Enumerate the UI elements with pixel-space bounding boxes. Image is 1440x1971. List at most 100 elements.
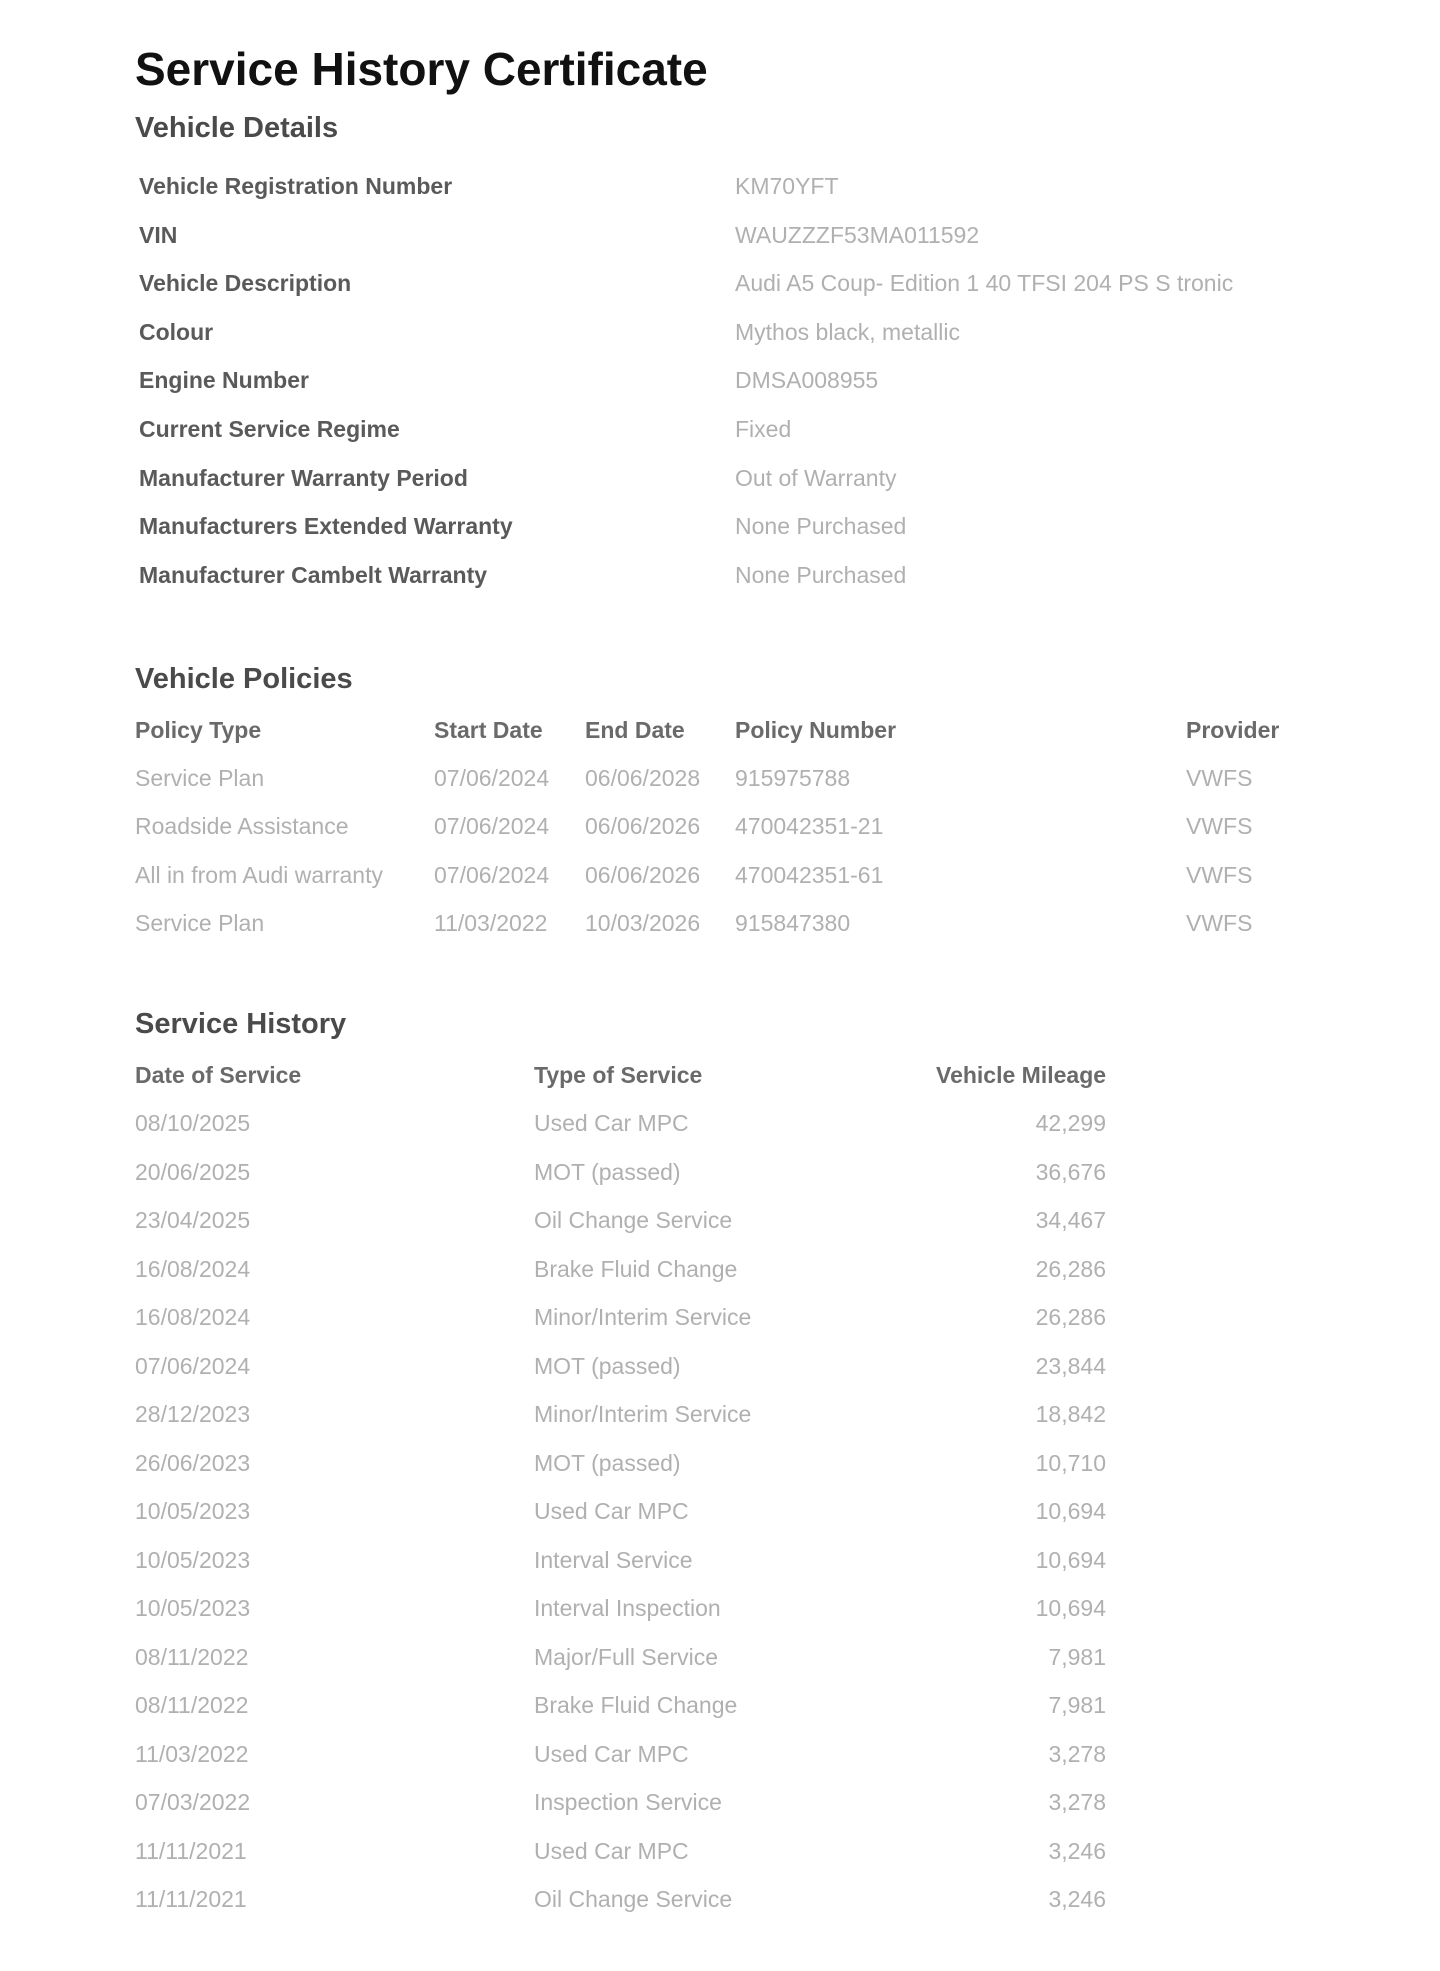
column-header-end-date: End Date: [585, 717, 685, 743]
service-mileage: 26,286: [1035, 1304, 1106, 1330]
service-mileage: 10,694: [1035, 1546, 1106, 1573]
column-header-date: Date of Service: [135, 1062, 302, 1088]
service-date: 26/06/2023: [135, 1449, 251, 1476]
service-type: Major/Full Service: [534, 1643, 719, 1670]
detail-value: WAUZZZF53MA011592: [735, 221, 980, 248]
detail-value: Mythos black, metallic: [735, 318, 960, 345]
service-type: Minor/Interim Service: [534, 1304, 752, 1330]
policy-policy-number: 915975788: [735, 765, 851, 791]
service-type: MOT (passed): [534, 1158, 681, 1185]
service-mileage: 26,286: [1035, 1255, 1106, 1282]
service-mileage: 10,710: [1035, 1449, 1106, 1476]
column-header-type: Type of Service: [534, 1062, 703, 1088]
service-mileage: 3,278: [1048, 1740, 1106, 1767]
service-mileage: 3,246: [1048, 1886, 1106, 1912]
service-date: 11/03/2022: [135, 1740, 249, 1767]
service-type: Oil Change Service: [534, 1207, 733, 1233]
policy-start-date: 11/03/2022: [434, 910, 548, 937]
service-type: Oil Change Service: [534, 1886, 733, 1912]
service-type: Inspection Service: [534, 1789, 722, 1815]
service-date: 11/11/2021: [135, 1886, 247, 1912]
policy-policy-number: 470042351-21: [735, 813, 884, 840]
detail-value: None Purchased: [735, 561, 907, 588]
policy-policy-type: Service Plan: [135, 910, 265, 937]
policy-end-date: 06/06/2028: [585, 765, 701, 791]
service-mileage: 42,299: [1035, 1110, 1106, 1136]
policy-policy-number: 470042351-61: [735, 861, 884, 888]
service-date: 20/06/2025: [135, 1158, 251, 1185]
service-type: Used Car MPC: [534, 1837, 689, 1864]
service-type: Minor/Interim Service: [534, 1401, 752, 1427]
page-title: Service History Certificate: [135, 43, 708, 95]
service-type: Brake Fluid Change: [534, 1255, 738, 1282]
service-type: MOT (passed): [534, 1352, 681, 1379]
service-type: Interval Inspection: [534, 1595, 721, 1621]
service-type: Used Car MPC: [534, 1110, 689, 1136]
service-type: Used Car MPC: [534, 1740, 689, 1767]
policy-policy-type: Service Plan: [135, 765, 265, 791]
service-date: 08/11/2022: [135, 1692, 249, 1718]
detail-value: DMSA008955: [735, 367, 879, 394]
policy-provider: VWFS: [1186, 813, 1253, 840]
detail-label: Manufacturers Extended Warranty: [139, 513, 513, 540]
service-date: 08/10/2025: [135, 1110, 251, 1136]
column-header-policy-type: Policy Type: [135, 717, 262, 743]
service-date: 10/05/2023: [135, 1595, 251, 1621]
detail-value: Fixed: [735, 416, 792, 442]
service-type: Brake Fluid Change: [534, 1692, 738, 1718]
vehicle-details-heading: Vehicle Details: [135, 112, 339, 144]
service-date: 10/05/2023: [135, 1498, 251, 1524]
service-history-heading: Service History: [135, 1008, 347, 1040]
column-header-start-date: Start Date: [434, 717, 543, 743]
service-mileage: 23,844: [1035, 1352, 1106, 1379]
service-date: 10/05/2023: [135, 1546, 251, 1573]
service-mileage: 7,981: [1048, 1692, 1106, 1718]
policy-end-date: 06/06/2026: [585, 861, 701, 888]
detail-label: Current Service Regime: [139, 416, 400, 442]
policy-end-date: 06/06/2026: [585, 813, 701, 840]
detail-label: Vehicle Description: [139, 270, 352, 297]
detail-label: Vehicle Registration Number: [139, 173, 453, 199]
detail-value: Out of Warranty: [735, 464, 897, 491]
service-date: 07/06/2024: [135, 1352, 251, 1379]
service-type: Used Car MPC: [534, 1498, 689, 1524]
service-date: 11/11/2021: [135, 1837, 247, 1864]
policy-end-date: 10/03/2026: [585, 910, 701, 937]
service-mileage: 7,981: [1048, 1643, 1106, 1670]
service-date: 16/08/2024: [135, 1255, 251, 1282]
service-type: MOT (passed): [534, 1449, 681, 1476]
detail-label: Manufacturer Cambelt Warranty: [139, 561, 488, 588]
service-date: 23/04/2025: [135, 1207, 251, 1233]
service-mileage: 34,467: [1035, 1207, 1106, 1233]
service-mileage: 3,246: [1048, 1837, 1106, 1864]
service-date: 16/08/2024: [135, 1304, 251, 1330]
service-mileage: 3,278: [1048, 1789, 1106, 1815]
detail-label: Engine Number: [139, 367, 309, 394]
service-date: 08/11/2022: [135, 1643, 249, 1670]
service-mileage: 10,694: [1035, 1595, 1106, 1621]
policy-start-date: 07/06/2024: [434, 861, 550, 888]
policy-start-date: 07/06/2024: [434, 765, 550, 791]
vehicle-policies-heading: Vehicle Policies: [135, 663, 353, 695]
column-header-policy-number: Policy Number: [735, 717, 897, 743]
detail-value: None Purchased: [735, 513, 907, 540]
service-mileage: 10,694: [1035, 1498, 1106, 1524]
detail-label: VIN: [139, 221, 178, 248]
policy-policy-number: 915847380: [735, 910, 851, 937]
service-mileage: 36,676: [1035, 1158, 1106, 1185]
policy-policy-type: All in from Audi warranty: [135, 861, 383, 888]
service-date: 07/03/2022: [135, 1789, 251, 1815]
policy-provider: VWFS: [1186, 910, 1253, 937]
column-header-mileage: Vehicle Mileage: [936, 1062, 1107, 1088]
detail-label: Manufacturer Warranty Period: [139, 464, 468, 491]
detail-value: Audi A5 Coup- Edition 1 40 TFSI 204 PS S…: [735, 270, 1234, 297]
service-date: 28/12/2023: [135, 1401, 251, 1427]
column-header-provider: Provider: [1186, 717, 1280, 743]
policy-start-date: 07/06/2024: [434, 813, 550, 840]
policy-provider: VWFS: [1186, 861, 1253, 888]
service-mileage: 18,842: [1035, 1401, 1106, 1427]
policy-policy-type: Roadside Assistance: [135, 813, 349, 840]
policy-provider: VWFS: [1186, 765, 1253, 791]
detail-value: KM70YFT: [735, 173, 839, 199]
